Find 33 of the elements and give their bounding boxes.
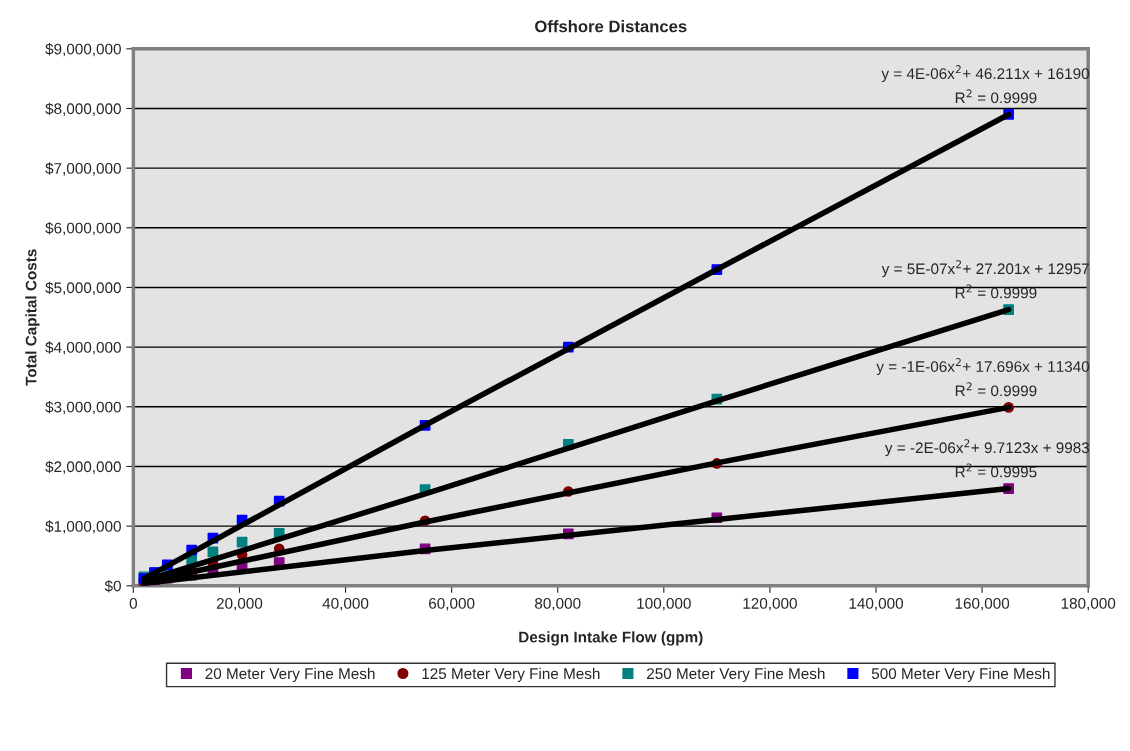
chart-title: Offshore Distances xyxy=(535,20,687,33)
legend-label: 500 Meter Very Fine Mesh xyxy=(871,667,1050,683)
annotation: y = 4E-06x$^{2}$+ 46.211x + 16190 xyxy=(881,65,1090,83)
annotation: R$^{2}$ = 0.9999 xyxy=(955,89,1037,104)
x-tick-label: 100,000 xyxy=(637,597,691,611)
y-tick-label: $5,000,000 xyxy=(45,281,121,295)
y-tick-label: $3,000,000 xyxy=(45,401,121,415)
annotation: y = -1E-06x$^{2}$+ 17.696x + 11340 xyxy=(876,358,1090,376)
y-tick-label: $4,000,000 xyxy=(45,341,121,355)
x-tick-label: 120,000 xyxy=(743,597,797,611)
x-axis-title: Design Intake Flow (gpm) xyxy=(519,631,703,646)
x-tick-label: 60,000 xyxy=(429,597,475,611)
legend-label: 250 Meter Very Fine Mesh xyxy=(647,667,825,683)
y-tick-label: $6,000,000 xyxy=(45,222,121,236)
y-tick-label: $9,000,000 xyxy=(45,43,121,57)
annotation: R$^{2}$ = 0.9999 xyxy=(955,382,1037,397)
y-tick-label: $2,000,000 xyxy=(45,460,121,474)
y-tick-label: $7,000,000 xyxy=(45,162,121,176)
x-tick-label: 140,000 xyxy=(849,597,904,611)
y-axis-title: Total Capital Costs xyxy=(25,249,40,386)
x-tick-label: 20,000 xyxy=(216,597,263,611)
y-tick-label: $8,000,000 xyxy=(45,102,121,116)
x-tick-label: 0 xyxy=(129,597,137,609)
legend-label: 20 Meter Very Fine Mesh xyxy=(205,667,375,683)
annotation: y = 5E-07x$^{2}$+ 27.201x + 12957 xyxy=(881,260,1089,278)
x-tick-label: 40,000 xyxy=(322,597,369,611)
y-tick-label: $0 xyxy=(104,580,121,593)
x-tick-label: 160,000 xyxy=(955,597,1010,611)
legend-label: 125 Meter Very Fine Mesh xyxy=(422,667,600,683)
y-tick-label: $1,000,000 xyxy=(45,520,121,534)
annotation: y = -2E-06x$^{2}$+ 9.7123x + 9983 xyxy=(884,439,1090,457)
x-tick-label: 80,000 xyxy=(535,597,581,611)
x-tick-label: 180,000 xyxy=(1061,597,1116,611)
